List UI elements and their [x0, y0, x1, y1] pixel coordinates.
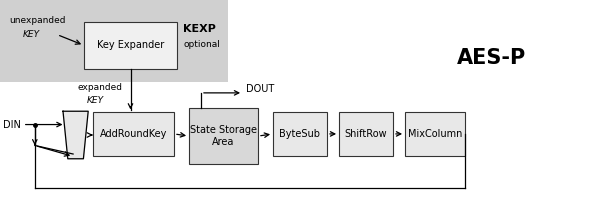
Bar — [273, 112, 327, 156]
Text: expanded: expanded — [78, 83, 123, 92]
Text: AddRoundKey: AddRoundKey — [100, 129, 167, 139]
Text: ByteSub: ByteSub — [280, 129, 320, 139]
Text: ShiftRow: ShiftRow — [344, 129, 388, 139]
Text: MixColumn: MixColumn — [408, 129, 462, 139]
Bar — [405, 112, 465, 156]
Bar — [93, 112, 174, 156]
Bar — [0, 0, 228, 82]
Bar — [189, 108, 258, 164]
Polygon shape — [63, 111, 88, 159]
Text: State Storage
Area: State Storage Area — [190, 125, 257, 147]
Text: KEY: KEY — [87, 96, 104, 105]
Text: KEXP: KEXP — [183, 24, 216, 34]
Bar — [84, 22, 177, 69]
Text: KEY: KEY — [23, 30, 40, 39]
Text: AES-P: AES-P — [457, 48, 527, 68]
Bar — [339, 112, 393, 156]
Text: DIN: DIN — [3, 119, 21, 130]
Text: optional: optional — [183, 40, 220, 49]
Text: DOUT: DOUT — [246, 84, 274, 94]
Text: unexpanded: unexpanded — [9, 16, 65, 25]
Text: Key Expander: Key Expander — [97, 40, 164, 50]
